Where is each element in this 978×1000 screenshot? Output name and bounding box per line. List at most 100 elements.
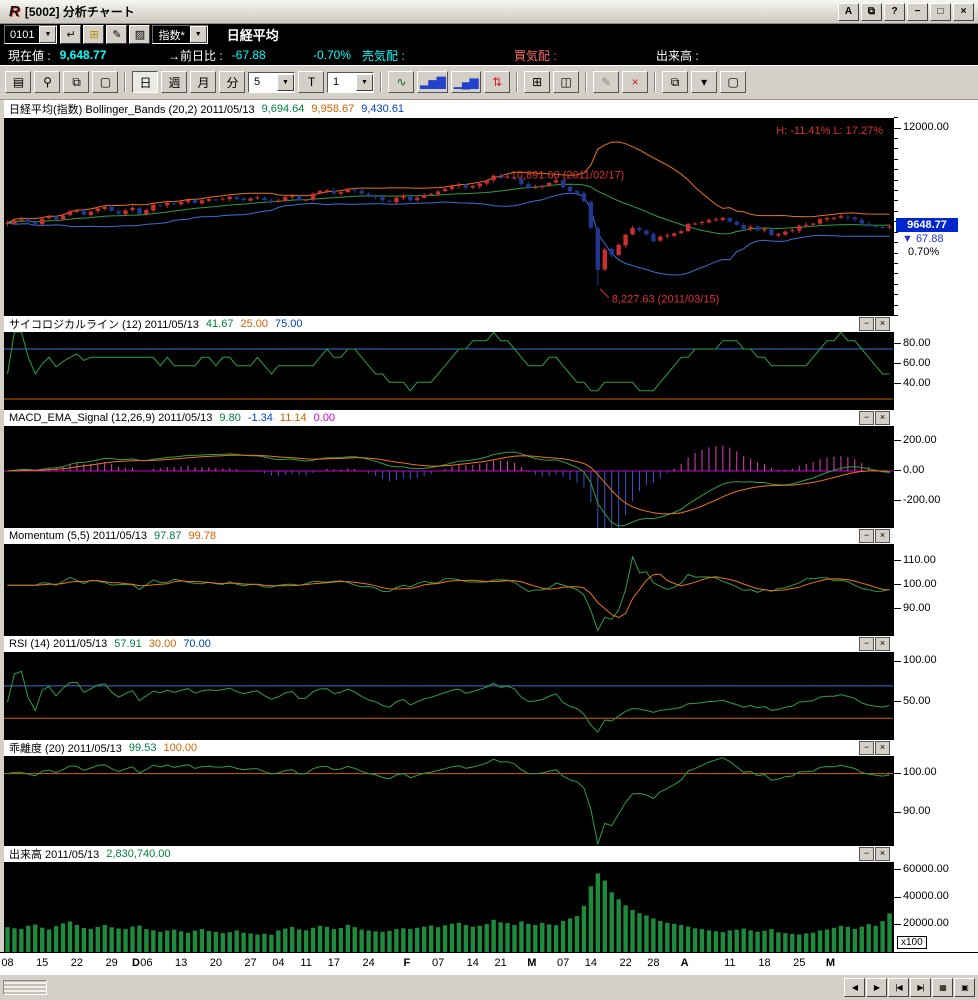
period-select[interactable]: 5 ▼ [248, 71, 295, 93]
delete-drawing-icon[interactable]: × [621, 71, 648, 94]
quote-field: -0.70% [304, 48, 362, 62]
favorites-icon[interactable]: ⊞ [83, 25, 105, 45]
panel-momentum-plot[interactable] [4, 543, 893, 636]
copy-window-button[interactable]: ⧉ [861, 2, 882, 21]
tick-button[interactable]: T [298, 71, 324, 94]
toolbar-separator [584, 72, 587, 93]
jump-end-button[interactable]: ▶| [910, 977, 931, 997]
axis-tick [894, 923, 901, 925]
volume-chart-icon[interactable]: ▁▄▆ [450, 71, 481, 94]
close-button[interactable]: × [953, 2, 974, 21]
svg-text:H: -11.41% L: 17.27%: H: -11.41% L: 17.27% [776, 125, 883, 137]
quote-label: 売気配 : [362, 48, 405, 63]
axis-minor-tick [894, 158, 898, 160]
monthly-button[interactable]: 月 [190, 71, 216, 94]
jump-start-button[interactable]: |◀ [888, 977, 909, 997]
panel-buttons: − × [859, 846, 890, 861]
multi-window-icon[interactable]: ◫ [552, 71, 579, 94]
report-icon[interactable]: ▤ [5, 71, 31, 94]
panel-close-button[interactable]: × [875, 528, 890, 543]
panel-minimize-button[interactable]: − [859, 636, 874, 651]
toolbar-separator [124, 72, 126, 93]
help-button[interactable]: ? [884, 2, 905, 21]
chart-code-select[interactable]: 0101 ▼ [4, 25, 58, 45]
panel-rsi-header: RSI (14) 2011/05/13 57.91 30.00 70.00 − × [4, 635, 978, 652]
panel-close-button[interactable]: × [875, 636, 890, 651]
panel-header-text: 9,958.67 [311, 102, 355, 115]
panel-kairi-plot[interactable] [4, 755, 893, 846]
x-axis-label: 25 [793, 956, 806, 969]
edit-icon[interactable]: ✎ [106, 25, 128, 45]
axis-minor-tick [894, 190, 898, 192]
quote-label: 現在値 : [8, 48, 51, 63]
x-axis-label: D [131, 956, 140, 969]
panel-minimize-button[interactable]: − [859, 740, 874, 755]
enter-icon[interactable]: ↵ [60, 25, 82, 45]
panel-header-text: 97.87 [153, 529, 182, 542]
axis-tick [894, 608, 901, 610]
panel-kairi: 乖離度 (20) 2011/05/13 99.53 100.00 − × 100.00 90… [4, 739, 978, 846]
symbol-type-select[interactable]: 指数* ▼ [152, 25, 208, 45]
bar-chart-icon[interactable]: ▂▅▇ [417, 71, 448, 94]
chevron-down-icon[interactable]: ▼ [356, 73, 373, 91]
line-chart-icon[interactable]: ∿ [388, 71, 414, 94]
panel-minimize-button[interactable]: − [859, 410, 874, 425]
new-chart-icon[interactable]: ▢ [92, 71, 118, 94]
panel-macd: MACD_EMA_Signal (12,26,9) 2011/05/13 9.80… [4, 409, 978, 528]
chevron-down-icon[interactable]: ▼ [277, 73, 294, 91]
x-axis-label: 06 [140, 956, 153, 969]
panel-close-button[interactable]: × [875, 410, 890, 425]
last-price-badge: 9648.77 [896, 218, 958, 233]
zoom-icon[interactable]: ⚲ [34, 71, 60, 94]
maximize-button[interactable]: □ [930, 2, 951, 21]
updown-icon[interactable]: ⇅ [483, 71, 510, 94]
panel-psych-plot[interactable] [4, 331, 893, 410]
panel-macd-axis: 200.00 0.00 -200.00 [893, 425, 978, 528]
panel-menu-icon[interactable]: ▾ [690, 71, 717, 94]
design-icon[interactable]: ▨ [129, 25, 151, 45]
axis-label: 0.00 [903, 463, 925, 476]
weekly-button[interactable]: 週 [161, 71, 187, 94]
cascade-icon[interactable]: ⧉ [661, 71, 688, 94]
resize-grip[interactable] [3, 979, 47, 995]
chevron-down-icon[interactable]: ▼ [189, 26, 207, 44]
panel-close-button[interactable]: × [875, 846, 890, 861]
page-icon[interactable]: ▢ [719, 71, 746, 94]
panel-volume-plot[interactable] [4, 861, 893, 952]
daily-button[interactable]: 日 [132, 71, 158, 94]
panel-rsi-plot[interactable] [4, 651, 893, 740]
unit-select[interactable]: 1 ▼ [327, 71, 374, 93]
panel-psych-axis: 80.00 60.00 40.00 [893, 331, 978, 410]
x-axis-label: 29 [105, 956, 118, 969]
axis-label: 80.00 [903, 336, 931, 349]
scroll-left-button[interactable]: ◀ [844, 977, 865, 997]
panel-header-text: 9.80 [219, 411, 241, 424]
draw-icon[interactable]: ✎ [592, 71, 619, 94]
symbol-type-value: 指数* [158, 29, 185, 42]
panel-main-plot[interactable]: H: -11.41% L: 17.27% ← 10,891.60 (2011/02… [4, 117, 893, 316]
axis-tick [894, 440, 901, 442]
snapshot-button[interactable]: ▣ [954, 977, 975, 997]
grid-icon[interactable]: ⊞ [523, 71, 550, 94]
panel-minimize-button[interactable]: − [859, 316, 874, 331]
period-list-button[interactable]: ▦ [932, 977, 953, 997]
scroll-right-button[interactable]: ▶ [866, 977, 887, 997]
axis-minor-tick [894, 231, 898, 233]
chevron-down-icon[interactable]: ▼ [39, 26, 57, 44]
axis-minor-tick [894, 210, 898, 212]
panel-macd-plot[interactable] [4, 425, 893, 528]
panel-close-button[interactable]: × [875, 740, 890, 755]
axis-label: 100.00 [903, 577, 937, 590]
panel-close-button[interactable]: × [875, 316, 890, 331]
font-button[interactable]: A [838, 2, 859, 21]
panel-kairi-header: 乖離度 (20) 2011/05/13 99.53 100.00 − × [4, 739, 978, 756]
panel-minimize-button[interactable]: − [859, 846, 874, 861]
quote-field: 買気配 : [514, 47, 656, 64]
x-axis-label: A [680, 956, 689, 969]
minute-button[interactable]: 分 [219, 71, 245, 94]
copy-chart-icon[interactable]: ⧉ [63, 71, 89, 94]
panel-minimize-button[interactable]: − [859, 528, 874, 543]
minimize-button[interactable]: − [907, 2, 928, 21]
x-axis-label: 22 [70, 956, 84, 969]
panel-header-text: 99.78 [188, 529, 217, 542]
